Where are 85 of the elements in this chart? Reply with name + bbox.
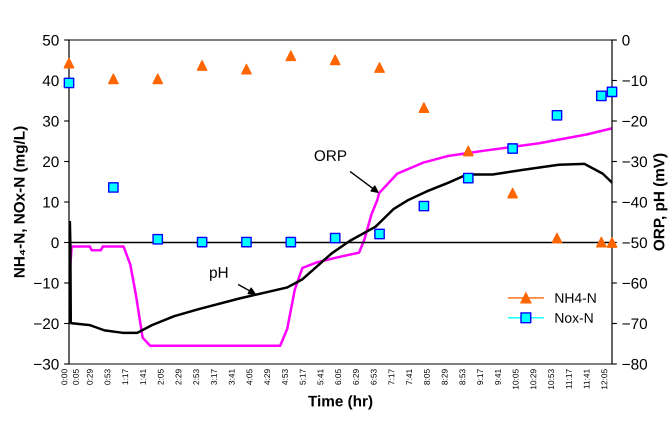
y-tick-label: −30 bbox=[34, 358, 59, 370]
x-tick-label: 2:29 bbox=[176, 369, 182, 385]
x-tick-label: 0:29 bbox=[86, 369, 93, 385]
point bbox=[552, 110, 562, 121]
y-tick-label: 40 bbox=[42, 75, 59, 86]
x-tick-label: 10:53 bbox=[548, 369, 554, 390]
x-tick-label: 8:29 bbox=[442, 369, 448, 385]
y2-tick-label: −30 bbox=[622, 156, 648, 168]
x-tick-label: 4:53 bbox=[282, 369, 288, 385]
point bbox=[596, 236, 607, 248]
point bbox=[152, 74, 164, 84]
x-tick-label: 10:05 bbox=[512, 369, 519, 390]
point bbox=[507, 143, 518, 154]
x-tick-label: 12:05 bbox=[601, 369, 608, 390]
y2-tick-label: −10 bbox=[622, 75, 648, 86]
x-tick-label: 7:17 bbox=[388, 369, 394, 385]
x-tick-label: 8:05 bbox=[424, 369, 430, 385]
x-tick-label: 10:29 bbox=[530, 369, 536, 390]
point bbox=[196, 60, 208, 71]
point bbox=[108, 182, 119, 193]
point bbox=[606, 86, 618, 98]
point bbox=[64, 78, 74, 88]
annotation: ORP bbox=[314, 150, 346, 162]
y2-tick-label: −80 bbox=[622, 358, 648, 370]
point bbox=[462, 146, 474, 156]
point bbox=[552, 232, 562, 244]
x-tick-label: 6:29 bbox=[352, 369, 359, 385]
point bbox=[606, 237, 618, 248]
point bbox=[330, 232, 341, 244]
x-tick-label: 4:29 bbox=[264, 369, 270, 385]
x-tick-label: 0:00 bbox=[61, 369, 68, 385]
y-axis-title: NH₄-N, NOx-N (mg/L) bbox=[14, 126, 28, 278]
x-tick-label: 6:53 bbox=[370, 369, 377, 385]
legend-label: Nox-N bbox=[555, 313, 593, 323]
x-tick-label: 8:53 bbox=[459, 369, 466, 385]
point bbox=[374, 62, 385, 73]
point bbox=[241, 64, 252, 75]
y-tick-label: −10 bbox=[34, 278, 59, 289]
x-tick-label: 6:05 bbox=[335, 369, 342, 385]
point bbox=[462, 172, 474, 184]
y2-axis-title: ORP, pH (mV) bbox=[653, 154, 668, 250]
point bbox=[596, 90, 607, 102]
x-tick-label: 9:17 bbox=[477, 369, 484, 385]
y-tick-label: 20 bbox=[43, 156, 59, 168]
y2-tick-label: −20 bbox=[622, 116, 648, 127]
x-tick-label: 3:17 bbox=[210, 369, 217, 385]
x-tick-label: 2:53 bbox=[193, 369, 200, 385]
y2-tick-label: −60 bbox=[622, 278, 648, 289]
legend-label: NH4-N bbox=[555, 293, 596, 303]
point bbox=[374, 228, 385, 240]
x-tick-label: 7:41 bbox=[406, 369, 412, 385]
point bbox=[241, 236, 252, 248]
y2-tick-label: −50 bbox=[622, 237, 648, 248]
point bbox=[285, 236, 296, 248]
x-tick-label: 0:53 bbox=[104, 369, 110, 385]
y-tick-label: 10 bbox=[43, 196, 59, 208]
point bbox=[418, 102, 430, 113]
annotation: pH bbox=[210, 267, 228, 281]
point bbox=[196, 236, 208, 248]
point bbox=[507, 188, 518, 198]
x-tick-label: 11:41 bbox=[584, 369, 590, 388]
y2-tick-label: −40 bbox=[622, 196, 648, 208]
x-tick-label: 5:17 bbox=[300, 369, 306, 385]
point bbox=[418, 200, 430, 212]
point bbox=[285, 50, 296, 62]
point bbox=[330, 54, 341, 66]
y-tick-label: 50 bbox=[42, 34, 59, 46]
x-tick-label: 11:17 bbox=[566, 369, 572, 388]
point bbox=[64, 58, 74, 68]
x-tick-label: 1:41 bbox=[140, 369, 146, 384]
y2-tick-label: −70 bbox=[622, 318, 648, 330]
x-tick-label: 9:41 bbox=[494, 369, 501, 385]
x-tick-label: 4:05 bbox=[246, 369, 252, 385]
y2-tick-label: 0 bbox=[622, 34, 630, 46]
y-tick-label: 0 bbox=[51, 237, 59, 248]
point bbox=[152, 234, 164, 245]
x-tick-label: 2:05 bbox=[158, 369, 164, 385]
x-tick-label: 0:05 bbox=[72, 369, 79, 385]
x-axis-title: Time (hr) bbox=[308, 395, 372, 410]
x-tick-label: 3:41 bbox=[228, 369, 235, 385]
y-tick-label: −20 bbox=[34, 318, 59, 330]
point bbox=[108, 74, 119, 84]
x-tick-label: 5:41 bbox=[318, 369, 324, 385]
x-tick-label: 1:17 bbox=[122, 369, 128, 384]
y-tick-label: 30 bbox=[42, 116, 59, 127]
